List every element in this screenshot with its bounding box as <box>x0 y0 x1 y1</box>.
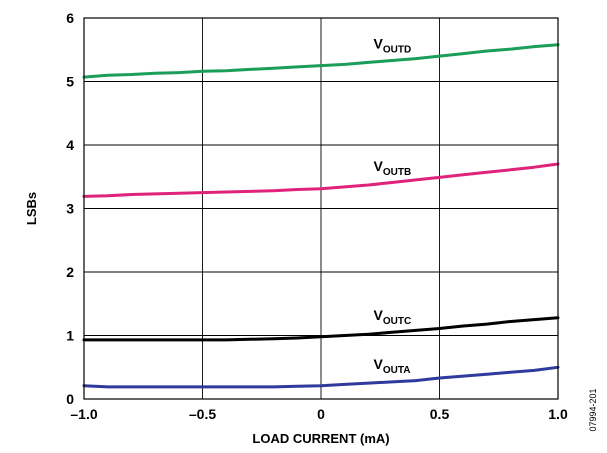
x-tick-label: 0 <box>317 406 325 422</box>
y-tick-label: 6 <box>66 10 74 26</box>
y-tick-label: 2 <box>66 264 74 280</box>
figure-id: 07994-201 <box>588 388 598 431</box>
y-tick-label: 0 <box>66 391 74 407</box>
x-axis-title: LOAD CURRENT (mA) <box>252 431 389 446</box>
series-line-vouta <box>82 365 560 389</box>
series-label-vouta: VOUTA <box>374 356 411 376</box>
x-tick-label: –1.0 <box>70 406 97 422</box>
x-tick-label: 0.5 <box>430 406 450 422</box>
x-tick-label: –0.5 <box>189 406 216 422</box>
series-label-voutc: VOUTC <box>374 307 412 327</box>
series-label-voutb: VOUTB <box>374 158 412 178</box>
y-tick-label: 1 <box>66 328 74 344</box>
series-line-voutd <box>82 43 560 79</box>
series-lines <box>82 43 560 389</box>
x-tick-label: 1.0 <box>548 406 568 422</box>
y-axis-title: LSBs <box>24 192 39 225</box>
y-tick-label: 3 <box>66 201 74 217</box>
plot-frame <box>83 17 559 400</box>
series-label-voutd: VOUTD <box>374 35 412 55</box>
series-line-voutb <box>82 162 560 198</box>
y-tick-labels: 0 1 2 3 4 5 6 <box>66 10 74 407</box>
y-tick-label: 5 <box>66 74 74 90</box>
y-tick-label: 4 <box>66 137 74 153</box>
grid <box>83 17 559 400</box>
x-tick-labels: –1.0 –0.5 0 0.5 1.0 <box>70 406 568 422</box>
series-line-voutc <box>82 316 560 342</box>
series-labels: VOUTD VOUTB VOUTC VOUTA <box>374 35 412 376</box>
